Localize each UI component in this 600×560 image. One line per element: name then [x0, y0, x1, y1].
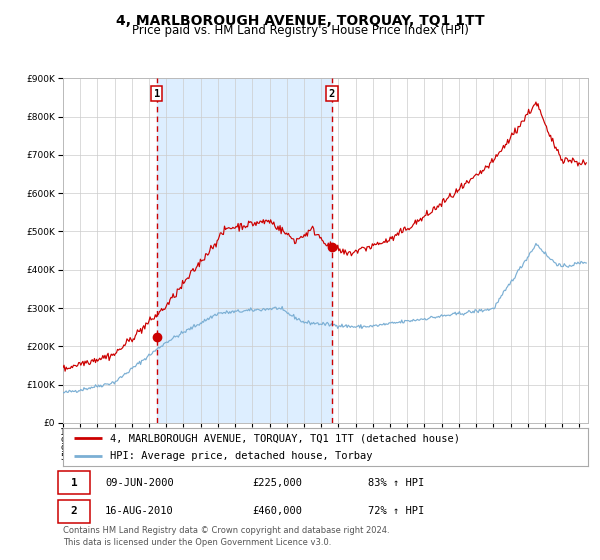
Text: 1: 1 [154, 88, 160, 99]
FancyBboxPatch shape [58, 500, 90, 523]
Text: 1: 1 [71, 478, 77, 488]
FancyBboxPatch shape [58, 471, 90, 494]
Text: 16-AUG-2010: 16-AUG-2010 [105, 506, 174, 516]
Text: 83% ↑ HPI: 83% ↑ HPI [367, 478, 424, 488]
Text: 4, MARLBOROUGH AVENUE, TORQUAY, TQ1 1TT (detached house): 4, MARLBOROUGH AVENUE, TORQUAY, TQ1 1TT … [110, 433, 460, 443]
Bar [157, 78, 332, 423]
Text: 2: 2 [71, 506, 77, 516]
Text: £460,000: £460,000 [252, 506, 302, 516]
Text: 09-JUN-2000: 09-JUN-2000 [105, 478, 174, 488]
Text: Price paid vs. HM Land Registry's House Price Index (HPI): Price paid vs. HM Land Registry's House … [131, 24, 469, 37]
Text: 2: 2 [329, 88, 335, 99]
Text: 72% ↑ HPI: 72% ↑ HPI [367, 506, 424, 516]
Text: £225,000: £225,000 [252, 478, 302, 488]
Text: Contains HM Land Registry data © Crown copyright and database right 2024.
This d: Contains HM Land Registry data © Crown c… [63, 526, 389, 547]
Text: 4, MARLBOROUGH AVENUE, TORQUAY, TQ1 1TT: 4, MARLBOROUGH AVENUE, TORQUAY, TQ1 1TT [116, 14, 484, 28]
Text: HPI: Average price, detached house, Torbay: HPI: Average price, detached house, Torb… [110, 451, 373, 461]
